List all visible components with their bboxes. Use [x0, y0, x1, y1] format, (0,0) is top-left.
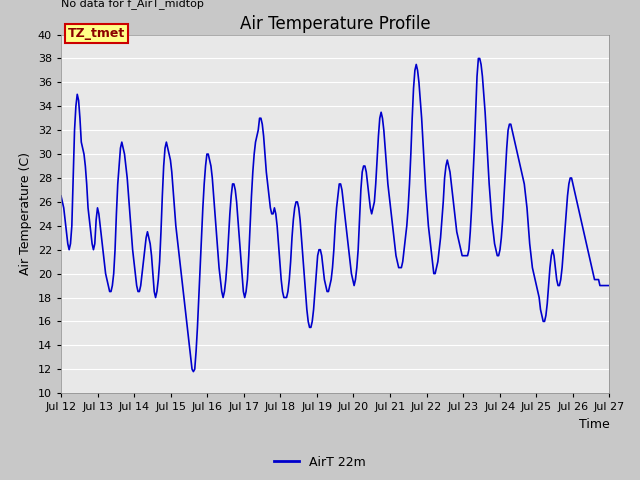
Title: Air Temperature Profile: Air Temperature Profile — [240, 15, 431, 33]
Text: No data for f_AirT_midtop: No data for f_AirT_midtop — [61, 0, 204, 9]
Legend: AirT 22m: AirT 22m — [269, 451, 371, 474]
X-axis label: Time: Time — [579, 418, 609, 431]
Text: TZ_tmet: TZ_tmet — [68, 27, 125, 40]
Y-axis label: Air Temperature (C): Air Temperature (C) — [19, 152, 32, 276]
